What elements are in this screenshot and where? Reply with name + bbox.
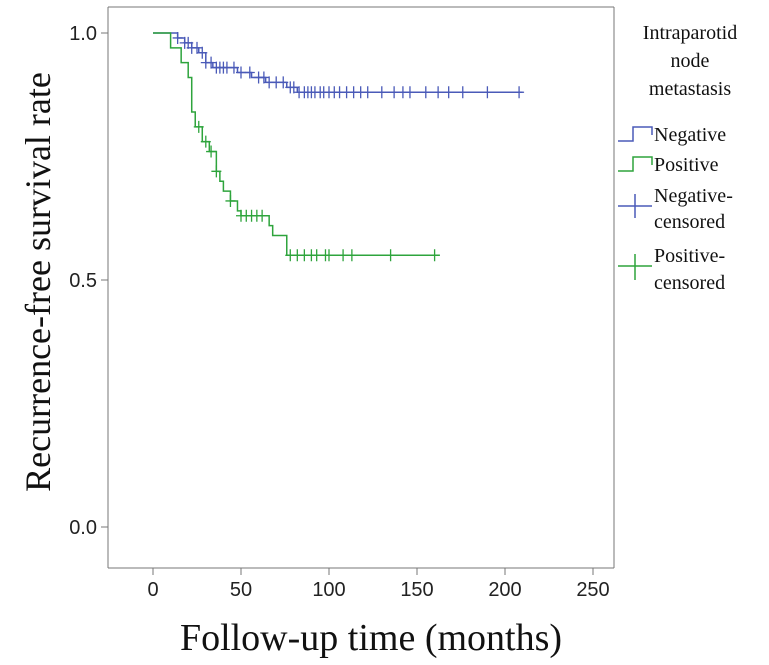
legend-positive-censored: Positive- censored <box>618 245 725 294</box>
legend-title: Intraparotid node metastasis <box>643 22 737 100</box>
positive-survival-line <box>153 32 440 257</box>
negative-censor-mark <box>244 66 255 79</box>
legend-negative-censored-label-1: Negative- <box>654 185 733 207</box>
x-tick-label: 250 <box>576 579 609 601</box>
negative-censor-mark <box>258 71 269 84</box>
legend-negative: Negative <box>618 124 726 146</box>
legend-negative-step-icon <box>618 126 653 142</box>
legend-title-line-2: node <box>671 50 710 72</box>
negative-censor-mark <box>197 46 208 59</box>
negative-censor-mark <box>420 86 431 99</box>
positive-censor-mark <box>338 249 349 262</box>
negative-censor-mark <box>228 61 239 74</box>
legend-negative-censored: Negative- censored <box>618 185 733 233</box>
legend-positive-censored-label-2: censored <box>654 272 725 294</box>
positive-censor-mark <box>324 249 334 262</box>
legend-title-line-3: metastasis <box>649 78 731 100</box>
y-tick-label: 0.5 <box>69 270 97 292</box>
negative-censor-mark <box>362 86 373 99</box>
positive-censor-mark <box>311 249 322 262</box>
negative-censor-mark <box>404 86 415 99</box>
legend-negative-censored-cross-icon <box>618 194 652 218</box>
legend-positive-censored-label-1: Positive- <box>654 245 725 267</box>
positive-censor-mark <box>206 145 217 158</box>
x-tick-label: 100 <box>312 579 345 601</box>
negative-censor-mark <box>457 86 468 99</box>
x-tick-label: 50 <box>230 579 252 601</box>
y-tick-label: 1.0 <box>69 23 97 45</box>
positive-censor-mark <box>225 194 236 207</box>
negative-censor-mark <box>376 86 387 99</box>
legend-positive-label: Positive <box>654 154 719 176</box>
x-tick-label: 150 <box>400 579 433 601</box>
negative-censor-mark <box>172 31 183 44</box>
x-tick-label: 200 <box>488 579 521 601</box>
y-axis-ticks: 0.0 0.5 1.0 <box>69 23 108 539</box>
negative-censor-mark <box>433 86 444 99</box>
negative-censor-mark <box>236 66 246 79</box>
legend-positive-step-icon <box>618 156 653 172</box>
negative-censor-mark <box>514 86 525 99</box>
positive-censor-mark <box>429 249 440 262</box>
legend-title-line-1: Intraparotid <box>643 22 737 44</box>
x-axis-ticks: 0 50 100 150 200 250 <box>147 568 610 601</box>
positive-censor-mark <box>200 135 211 148</box>
positive-censor-mark <box>193 120 204 133</box>
y-axis-title: Recurrence-free survival rate <box>18 72 58 492</box>
legend-positive-censored-cross-icon <box>618 254 652 280</box>
negative-censor-mark <box>192 41 202 54</box>
legend-positive: Positive <box>618 154 719 176</box>
plot-frame <box>107 6 615 569</box>
negative-censor-mark <box>206 56 217 69</box>
x-tick-label: 0 <box>147 579 158 601</box>
x-axis-title: Follow-up time (months) <box>180 617 562 659</box>
positive-censor-mark <box>257 209 268 222</box>
negative-censor-mark <box>443 86 454 99</box>
positive-censor-mark <box>211 165 222 178</box>
negative-censor-mark <box>278 76 289 89</box>
positive-censor-mark <box>346 249 357 262</box>
negative-censor-mark <box>482 86 493 99</box>
negative-censor-mark <box>389 86 400 99</box>
legend: Intraparotid node metastasis Negative Po… <box>618 22 737 294</box>
negative-censor-mark <box>288 81 299 94</box>
series-layer <box>153 31 525 262</box>
y-tick-label: 0.0 <box>69 517 97 539</box>
positive-censor-mark <box>385 249 396 262</box>
legend-negative-censored-label-2: censored <box>654 211 725 233</box>
legend-negative-label: Negative <box>654 124 726 146</box>
